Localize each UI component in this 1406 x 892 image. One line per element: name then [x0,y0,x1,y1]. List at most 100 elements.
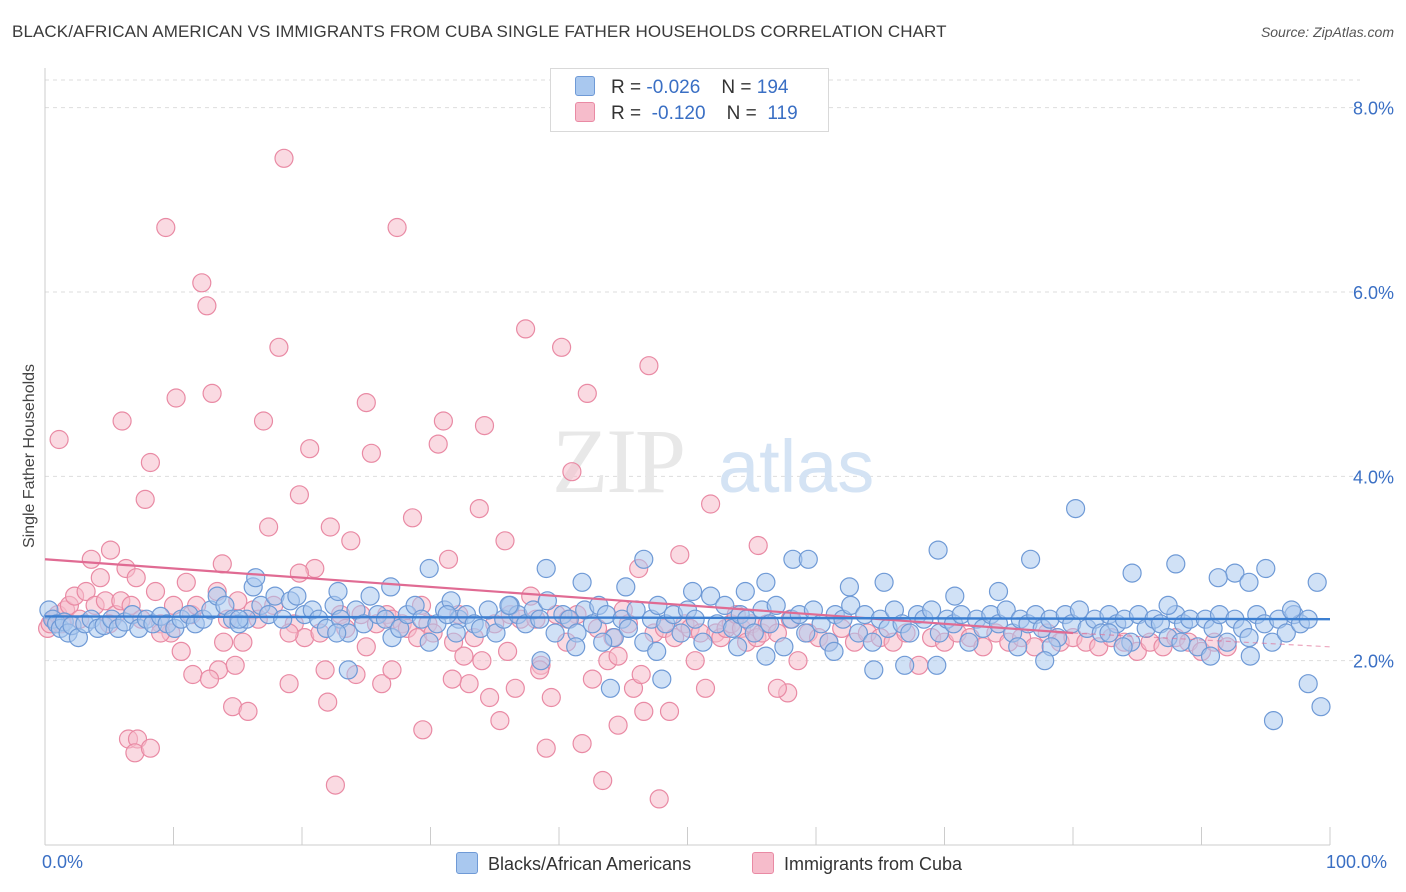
cuba-point [454,646,474,666]
cuba-point [320,517,340,537]
black-point [874,572,894,592]
cuba-point [695,678,716,698]
r-label: R = [611,103,642,124]
y-tick-label: 4.0% [1353,467,1394,487]
black-point [824,641,844,662]
swatch-cuba [575,102,595,122]
cuba-point [212,554,232,574]
series-black-points [39,499,1331,731]
legend-item-cuba: Immigrants from Cuba [752,852,962,875]
black-point [1020,549,1041,569]
black-point [766,595,786,616]
black-point [328,581,348,602]
cuba-point [700,494,721,514]
black-point [375,609,396,629]
cuba-point [269,337,289,357]
black-point [419,632,439,652]
black-point [839,577,860,597]
black-point [848,623,869,643]
black-point [921,600,942,620]
source-label: Source: ZipAtlas.com [1260,24,1394,40]
cuba-point [145,581,166,602]
cuba-point [289,563,309,583]
black-point [1158,595,1178,616]
black-point [796,623,816,643]
legend-swatch-cuba [752,852,774,874]
black-point [685,609,705,629]
black-point [536,558,556,579]
black-point [1099,623,1119,643]
black-point [1113,637,1133,657]
black-point [682,581,703,602]
cuba-point [300,439,320,459]
cuba-point [670,545,690,565]
black-point [1239,627,1259,648]
black-point [647,641,667,662]
cuba-point [582,669,603,689]
black-point [1200,646,1221,666]
black-point [652,669,672,689]
black-point [229,609,249,629]
black-point [1281,600,1302,620]
black-point [381,577,401,597]
cuba-point [593,770,613,791]
black-point [959,632,979,652]
legend-label-cuba: Immigrants from Cuba [784,854,963,874]
black-point [862,632,883,652]
black-point [287,586,307,606]
black-point [1307,572,1327,592]
black-point [593,632,613,652]
cuba-point [572,733,592,754]
trend-line-black [44,615,1331,621]
black-point [437,604,457,625]
black-point [338,660,358,680]
axes [44,68,1331,846]
cuba-point [183,664,203,685]
cuba-point [748,535,768,556]
black-point [744,623,764,643]
cuba-point [480,687,500,708]
black-point [545,623,565,643]
cuba-point [289,485,309,505]
cuba-point [318,692,338,712]
black-point [419,558,439,579]
cuba-point [126,568,146,588]
stats-legend: R = -0.026 N = 194 R = -0.120 N = 119 [550,68,829,132]
cuba-point [76,581,96,602]
black-point [671,623,691,643]
y-tick-labels: 2.0% 4.0% 6.0% 8.0% [1353,99,1394,672]
cuba-point [279,674,299,694]
black-point [572,572,592,592]
cuba-point [495,531,515,551]
cuba-point [135,489,155,509]
black-point [928,540,948,560]
black-point [1008,637,1028,657]
r-label: R = [611,77,642,98]
cuba-point [474,416,495,436]
cuba-point [459,674,479,694]
cuba-point [341,531,361,551]
n-label: N = [721,77,752,98]
black-point [727,637,748,657]
cuba-point [259,517,279,537]
black-point [273,609,293,629]
trend-line-cuba-extension [1072,632,1331,648]
r-value-black: -0.026 [646,77,701,98]
cuba-point [49,429,69,450]
legend-swatch-black [456,852,478,874]
cuba-point [176,572,196,592]
cuba-point [253,411,274,431]
black-point [735,581,755,602]
n-value-cuba: 119 [767,103,798,124]
x-tick-max: 100.0% [1326,852,1388,872]
black-point [700,586,721,606]
trend-line-cuba [44,558,1074,635]
black-point [566,637,586,657]
black-point [530,609,550,629]
cuba-point [515,319,536,339]
cuba-point [156,217,176,238]
black-point [864,660,884,680]
cuba-point [140,738,160,758]
cuba-point [90,568,110,588]
